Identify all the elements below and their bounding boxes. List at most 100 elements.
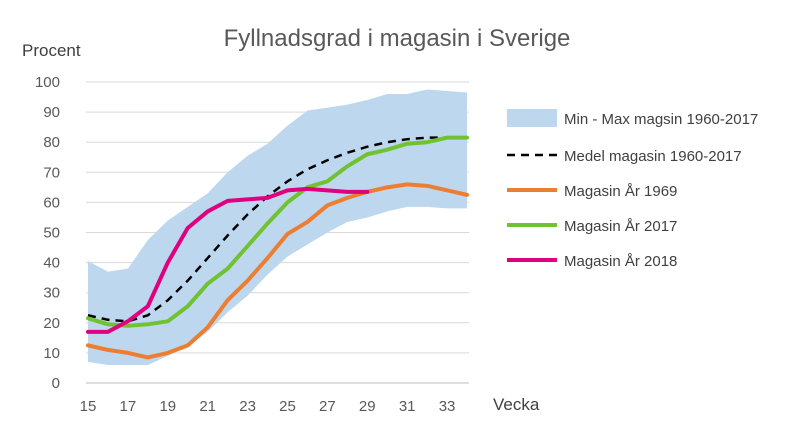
data-point-series-0 <box>226 234 228 236</box>
data-point-series-0 <box>366 146 368 148</box>
data-point-series-1 <box>346 197 348 199</box>
legend: Min - Max magsin 1960-2017 Medel magasin … <box>507 109 758 270</box>
data-point-series-3 <box>306 188 308 190</box>
data-point-series-1 <box>466 194 468 196</box>
y-tick-label: 50 <box>43 225 60 242</box>
legend-label-series-2: Magasin År 2017 <box>564 218 677 235</box>
data-point-series-3 <box>206 210 208 212</box>
data-point-series-3 <box>346 191 348 193</box>
data-point-series-2 <box>206 282 208 284</box>
x-tick-label: 15 <box>80 398 97 415</box>
data-point-series-0 <box>406 138 408 140</box>
data-point-series-3 <box>87 331 89 333</box>
legend-label-series-1: Magasin År 1969 <box>564 183 677 200</box>
y-tick-label: 80 <box>43 134 60 151</box>
legend-label-series-3: Magasin År 2018 <box>564 253 677 270</box>
data-point-series-2 <box>107 323 109 325</box>
series-layer <box>86 135 469 360</box>
data-point-series-0 <box>426 136 428 138</box>
data-point-series-2 <box>266 222 268 224</box>
data-point-series-0 <box>87 314 89 316</box>
data-point-series-0 <box>107 319 109 321</box>
data-point-series-2 <box>187 305 189 307</box>
data-point-series-1 <box>386 186 388 188</box>
data-point-series-3 <box>326 189 328 191</box>
data-point-series-3 <box>187 227 189 229</box>
data-point-series-1 <box>266 257 268 259</box>
data-point-series-2 <box>346 165 348 167</box>
legend-swatch-band <box>507 109 557 127</box>
data-point-series-0 <box>147 314 149 316</box>
data-point-series-1 <box>326 204 328 206</box>
data-point-series-3 <box>167 261 169 263</box>
data-point-series-2 <box>286 201 288 203</box>
data-point-series-3 <box>366 191 368 193</box>
data-point-series-0 <box>346 152 348 154</box>
y-tick-label: 20 <box>43 315 60 332</box>
series-line-3 <box>86 186 370 334</box>
data-point-series-2 <box>466 136 468 138</box>
data-point-series-1 <box>206 326 208 328</box>
y-tick-label: 10 <box>43 345 60 362</box>
x-tick-label: 29 <box>359 398 376 415</box>
y-tick-label: 60 <box>43 194 60 211</box>
x-tick-label: 27 <box>319 398 336 415</box>
data-point-series-1 <box>187 344 189 346</box>
data-point-series-0 <box>167 299 169 301</box>
data-point-series-1 <box>226 299 228 301</box>
min-max-band <box>88 89 467 365</box>
data-point-series-2 <box>446 136 448 138</box>
x-tick-label: 33 <box>439 398 456 415</box>
legend-label-series-0: Medel magasin 1960-2017 <box>564 148 742 165</box>
data-point-series-2 <box>366 153 368 155</box>
data-point-series-1 <box>306 221 308 223</box>
data-point-series-0 <box>306 168 308 170</box>
data-point-series-2 <box>226 267 228 269</box>
data-point-series-2 <box>167 320 169 322</box>
x-tick-label: 25 <box>279 398 296 415</box>
data-point-series-0 <box>187 279 189 281</box>
x-axis-label: Vecka <box>493 395 540 414</box>
data-point-series-3 <box>266 197 268 199</box>
data-point-series-0 <box>246 213 248 215</box>
x-tick-label: 31 <box>399 398 416 415</box>
data-point-series-0 <box>286 180 288 182</box>
data-point-series-2 <box>127 325 129 327</box>
data-point-series-0 <box>326 159 328 161</box>
data-point-series-2 <box>406 143 408 145</box>
data-point-series-3 <box>127 320 129 322</box>
data-point-series-3 <box>147 305 149 307</box>
data-point-series-1 <box>426 185 428 187</box>
y-tick-label: 40 <box>43 255 60 272</box>
data-point-series-1 <box>446 189 448 191</box>
data-point-series-1 <box>87 344 89 346</box>
x-tick-label: 19 <box>159 398 176 415</box>
data-point-series-2 <box>87 317 89 319</box>
data-point-series-3 <box>246 198 248 200</box>
y-tick-label: 90 <box>43 104 60 121</box>
data-point-series-2 <box>426 141 428 143</box>
data-point-series-3 <box>226 200 228 202</box>
data-point-series-2 <box>326 180 328 182</box>
series-line-2 <box>86 135 469 328</box>
x-tick-label: 21 <box>199 398 216 415</box>
tick-layer: 0 10 20 30 40 50 60 70 80 90 100 15 17 19 21 23 25 27 29 31… <box>35 74 455 415</box>
data-point-series-3 <box>286 189 288 191</box>
data-point-series-1 <box>246 279 248 281</box>
y-tick-label: 30 <box>43 285 60 302</box>
data-point-series-1 <box>127 352 129 354</box>
data-point-series-2 <box>147 323 149 325</box>
data-point-series-1 <box>167 352 169 354</box>
series-line-1 <box>86 182 469 360</box>
data-point-series-2 <box>386 149 388 151</box>
data-point-series-1 <box>406 183 408 185</box>
x-tick-label: 17 <box>120 398 137 415</box>
chart-title: Fyllnadsgrad i magasin i Sverige <box>224 25 571 52</box>
data-point-series-3 <box>107 331 109 333</box>
y-tick-label: 0 <box>52 375 60 392</box>
x-tick-label: 23 <box>239 398 256 415</box>
band-layer <box>88 89 467 365</box>
data-point-series-0 <box>206 257 208 259</box>
y-tick-label: 70 <box>43 164 60 181</box>
